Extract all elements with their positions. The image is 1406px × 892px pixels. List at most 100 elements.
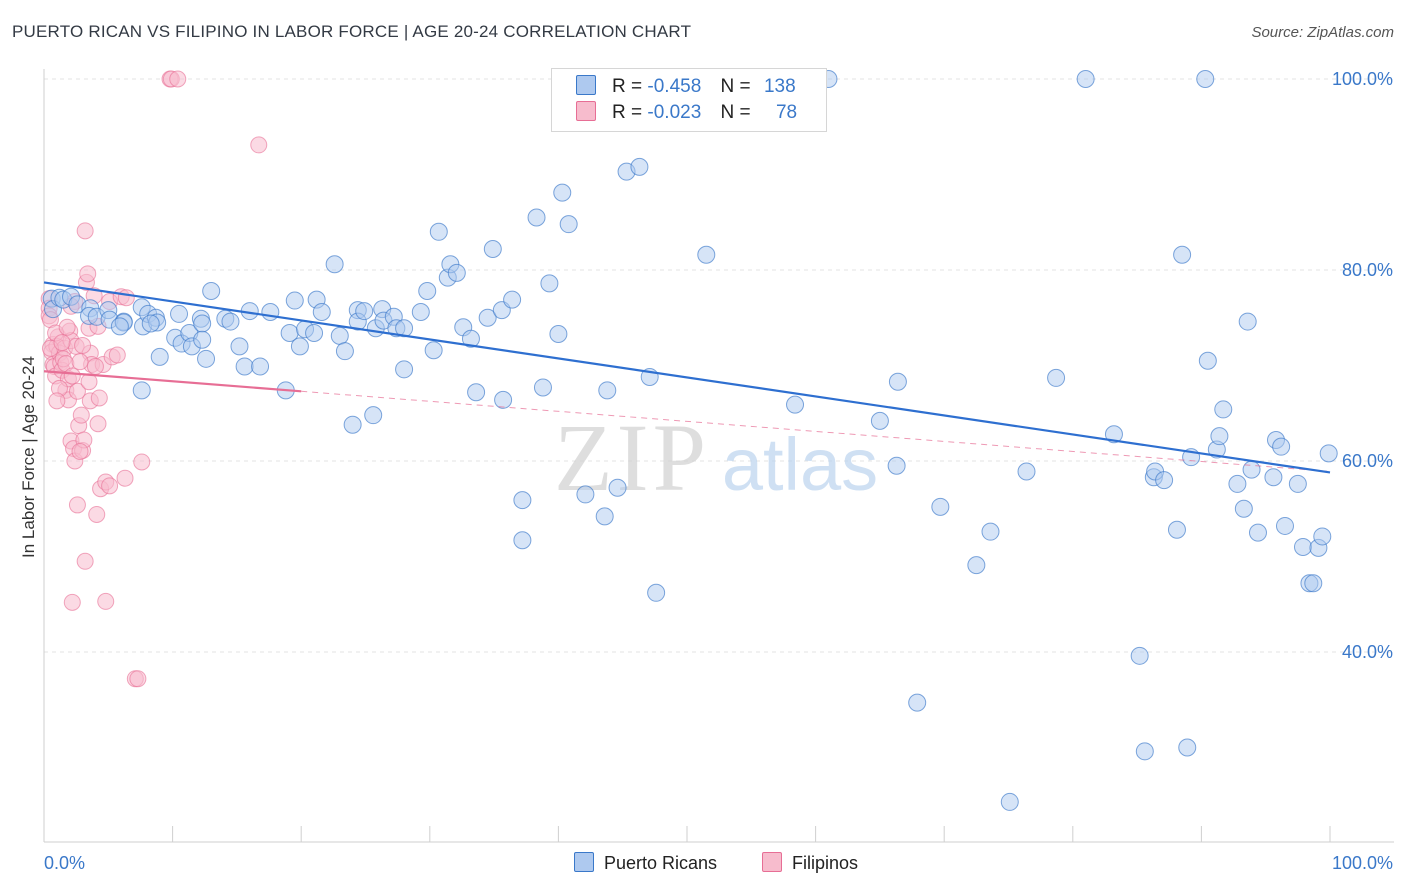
filipino-point bbox=[48, 392, 66, 410]
axes bbox=[43, 69, 1394, 843]
puerto-rican-point bbox=[251, 357, 270, 376]
puerto-rican-point bbox=[461, 329, 480, 348]
filipino-point bbox=[58, 318, 76, 336]
puerto-rican-point bbox=[870, 411, 889, 430]
r-label: R = bbox=[612, 76, 643, 97]
puerto-rican-point bbox=[193, 314, 212, 333]
puerto-rican-point bbox=[150, 347, 169, 366]
r-value-blue: -0.458 bbox=[647, 76, 702, 97]
filipino-trend-line bbox=[43, 370, 302, 393]
puerto-rican-point bbox=[1198, 351, 1217, 370]
filipino-point bbox=[88, 505, 106, 523]
puerto-rican-point bbox=[608, 478, 627, 497]
puerto-rican-point bbox=[1210, 427, 1229, 446]
filipino-point bbox=[76, 222, 94, 240]
y-tick-label: 40.0% bbox=[1342, 642, 1393, 662]
puerto-rican-point bbox=[595, 507, 614, 526]
puerto-rican-point bbox=[559, 215, 578, 234]
puerto-rican-point bbox=[1130, 646, 1149, 665]
filipino-point bbox=[63, 593, 81, 611]
puerto-rican-point bbox=[549, 324, 568, 343]
puerto-rican-point bbox=[197, 349, 216, 368]
r-label: R = bbox=[612, 102, 643, 123]
puerto-rican-point bbox=[355, 302, 374, 321]
axis-labels: In Labor Force | Age 20-24 100.0% 80.0% 60… bbox=[19, 69, 1393, 873]
trend-lines bbox=[43, 281, 1331, 474]
filipino-point bbox=[68, 382, 86, 400]
puerto-rican-point bbox=[503, 290, 522, 309]
filipino-point bbox=[97, 592, 115, 610]
puerto-rican-point bbox=[1000, 792, 1019, 811]
pink-swatch bbox=[576, 101, 596, 121]
puerto-rican-point bbox=[325, 255, 344, 274]
puerto-rican-point bbox=[467, 383, 486, 402]
puerto-rican-point bbox=[540, 274, 559, 293]
filipino-point bbox=[79, 265, 97, 283]
puerto-rican-point bbox=[630, 157, 649, 176]
y-tick-label: 60.0% bbox=[1342, 451, 1393, 471]
correlation-legend: R = -0.458 N = 138 R = -0.023 N = 78 bbox=[551, 68, 827, 132]
puerto-rican-point bbox=[513, 531, 532, 550]
puerto-rican-point bbox=[1319, 444, 1338, 463]
puerto-rican-point bbox=[483, 239, 502, 258]
y-tick-label: 100.0% bbox=[1332, 69, 1393, 89]
puerto-rican-point bbox=[981, 522, 1000, 541]
filipino-point bbox=[108, 346, 126, 364]
legend-row-puerto-ricans: R = -0.458 N = 138 bbox=[576, 75, 796, 101]
puerto-rican-point bbox=[1214, 400, 1233, 419]
puerto-rican-point bbox=[312, 303, 331, 322]
puerto-rican-point bbox=[330, 326, 349, 345]
puerto-rican-point bbox=[424, 341, 443, 360]
chart-title: PUERTO RICAN VS FILIPINO IN LABOR FORCE … bbox=[12, 22, 692, 41]
filipino-point bbox=[76, 552, 94, 570]
r-value-pink: -0.023 bbox=[647, 102, 702, 123]
filipino-point bbox=[71, 442, 89, 460]
puerto-rican-point bbox=[447, 263, 466, 282]
series-legend: Puerto Ricans Filipinos bbox=[0, 852, 1406, 876]
puerto-rican-point bbox=[786, 395, 805, 414]
filipino-point bbox=[90, 389, 108, 407]
puerto-rican-point bbox=[1293, 537, 1312, 556]
watermark-atlas: atlas bbox=[722, 423, 878, 506]
puerto-rican-point bbox=[1238, 312, 1257, 331]
puerto-rican-point bbox=[533, 378, 552, 397]
puerto-rican-point bbox=[285, 291, 304, 310]
filipino-point bbox=[74, 336, 92, 354]
x-tick-label-min: 0.0% bbox=[44, 853, 85, 873]
puerto-rican-point bbox=[1264, 468, 1283, 487]
filipino-point bbox=[129, 670, 147, 688]
puerto-rican-point bbox=[1167, 520, 1186, 539]
puerto-rican-point bbox=[1248, 523, 1267, 542]
pink-swatch bbox=[762, 852, 782, 872]
filipino-point bbox=[89, 415, 107, 433]
puerto-rican-trend-line bbox=[43, 281, 1331, 474]
puerto-rican-point bbox=[395, 360, 414, 379]
x-tick-label-max: 100.0% bbox=[1332, 853, 1393, 873]
puerto-rican-point bbox=[1196, 70, 1215, 88]
blue-swatch bbox=[576, 75, 596, 95]
filipino-point bbox=[86, 357, 104, 375]
puerto-rican-point bbox=[697, 245, 716, 264]
puerto-rican-point bbox=[132, 381, 151, 400]
puerto-rican-point bbox=[527, 208, 546, 227]
puerto-rican-point bbox=[230, 337, 249, 356]
source-credit: Source: ZipAtlas.com bbox=[1251, 24, 1394, 41]
puerto-rican-point bbox=[1178, 738, 1197, 757]
puerto-rican-point bbox=[170, 304, 189, 323]
puerto-rican-point bbox=[576, 485, 595, 504]
legend-item-filipinos[interactable]: Filipinos bbox=[762, 852, 858, 874]
puerto-rican-point bbox=[364, 406, 383, 425]
puerto-rican-point bbox=[887, 456, 906, 475]
puerto-rican-point bbox=[1234, 499, 1253, 518]
puerto-rican-point bbox=[193, 330, 212, 349]
puerto-rican-point bbox=[1155, 471, 1174, 490]
filipino-point bbox=[101, 477, 119, 495]
filipino-point bbox=[116, 469, 134, 487]
y-tick-label: 80.0% bbox=[1342, 260, 1393, 280]
puerto-rican-point bbox=[598, 381, 617, 400]
legend-item-puerto-ricans[interactable]: Puerto Ricans bbox=[574, 852, 717, 874]
y-axis-title: In Labor Force | Age 20-24 bbox=[19, 356, 38, 558]
puerto-rican-point bbox=[494, 390, 513, 409]
filipino-point bbox=[117, 289, 135, 307]
